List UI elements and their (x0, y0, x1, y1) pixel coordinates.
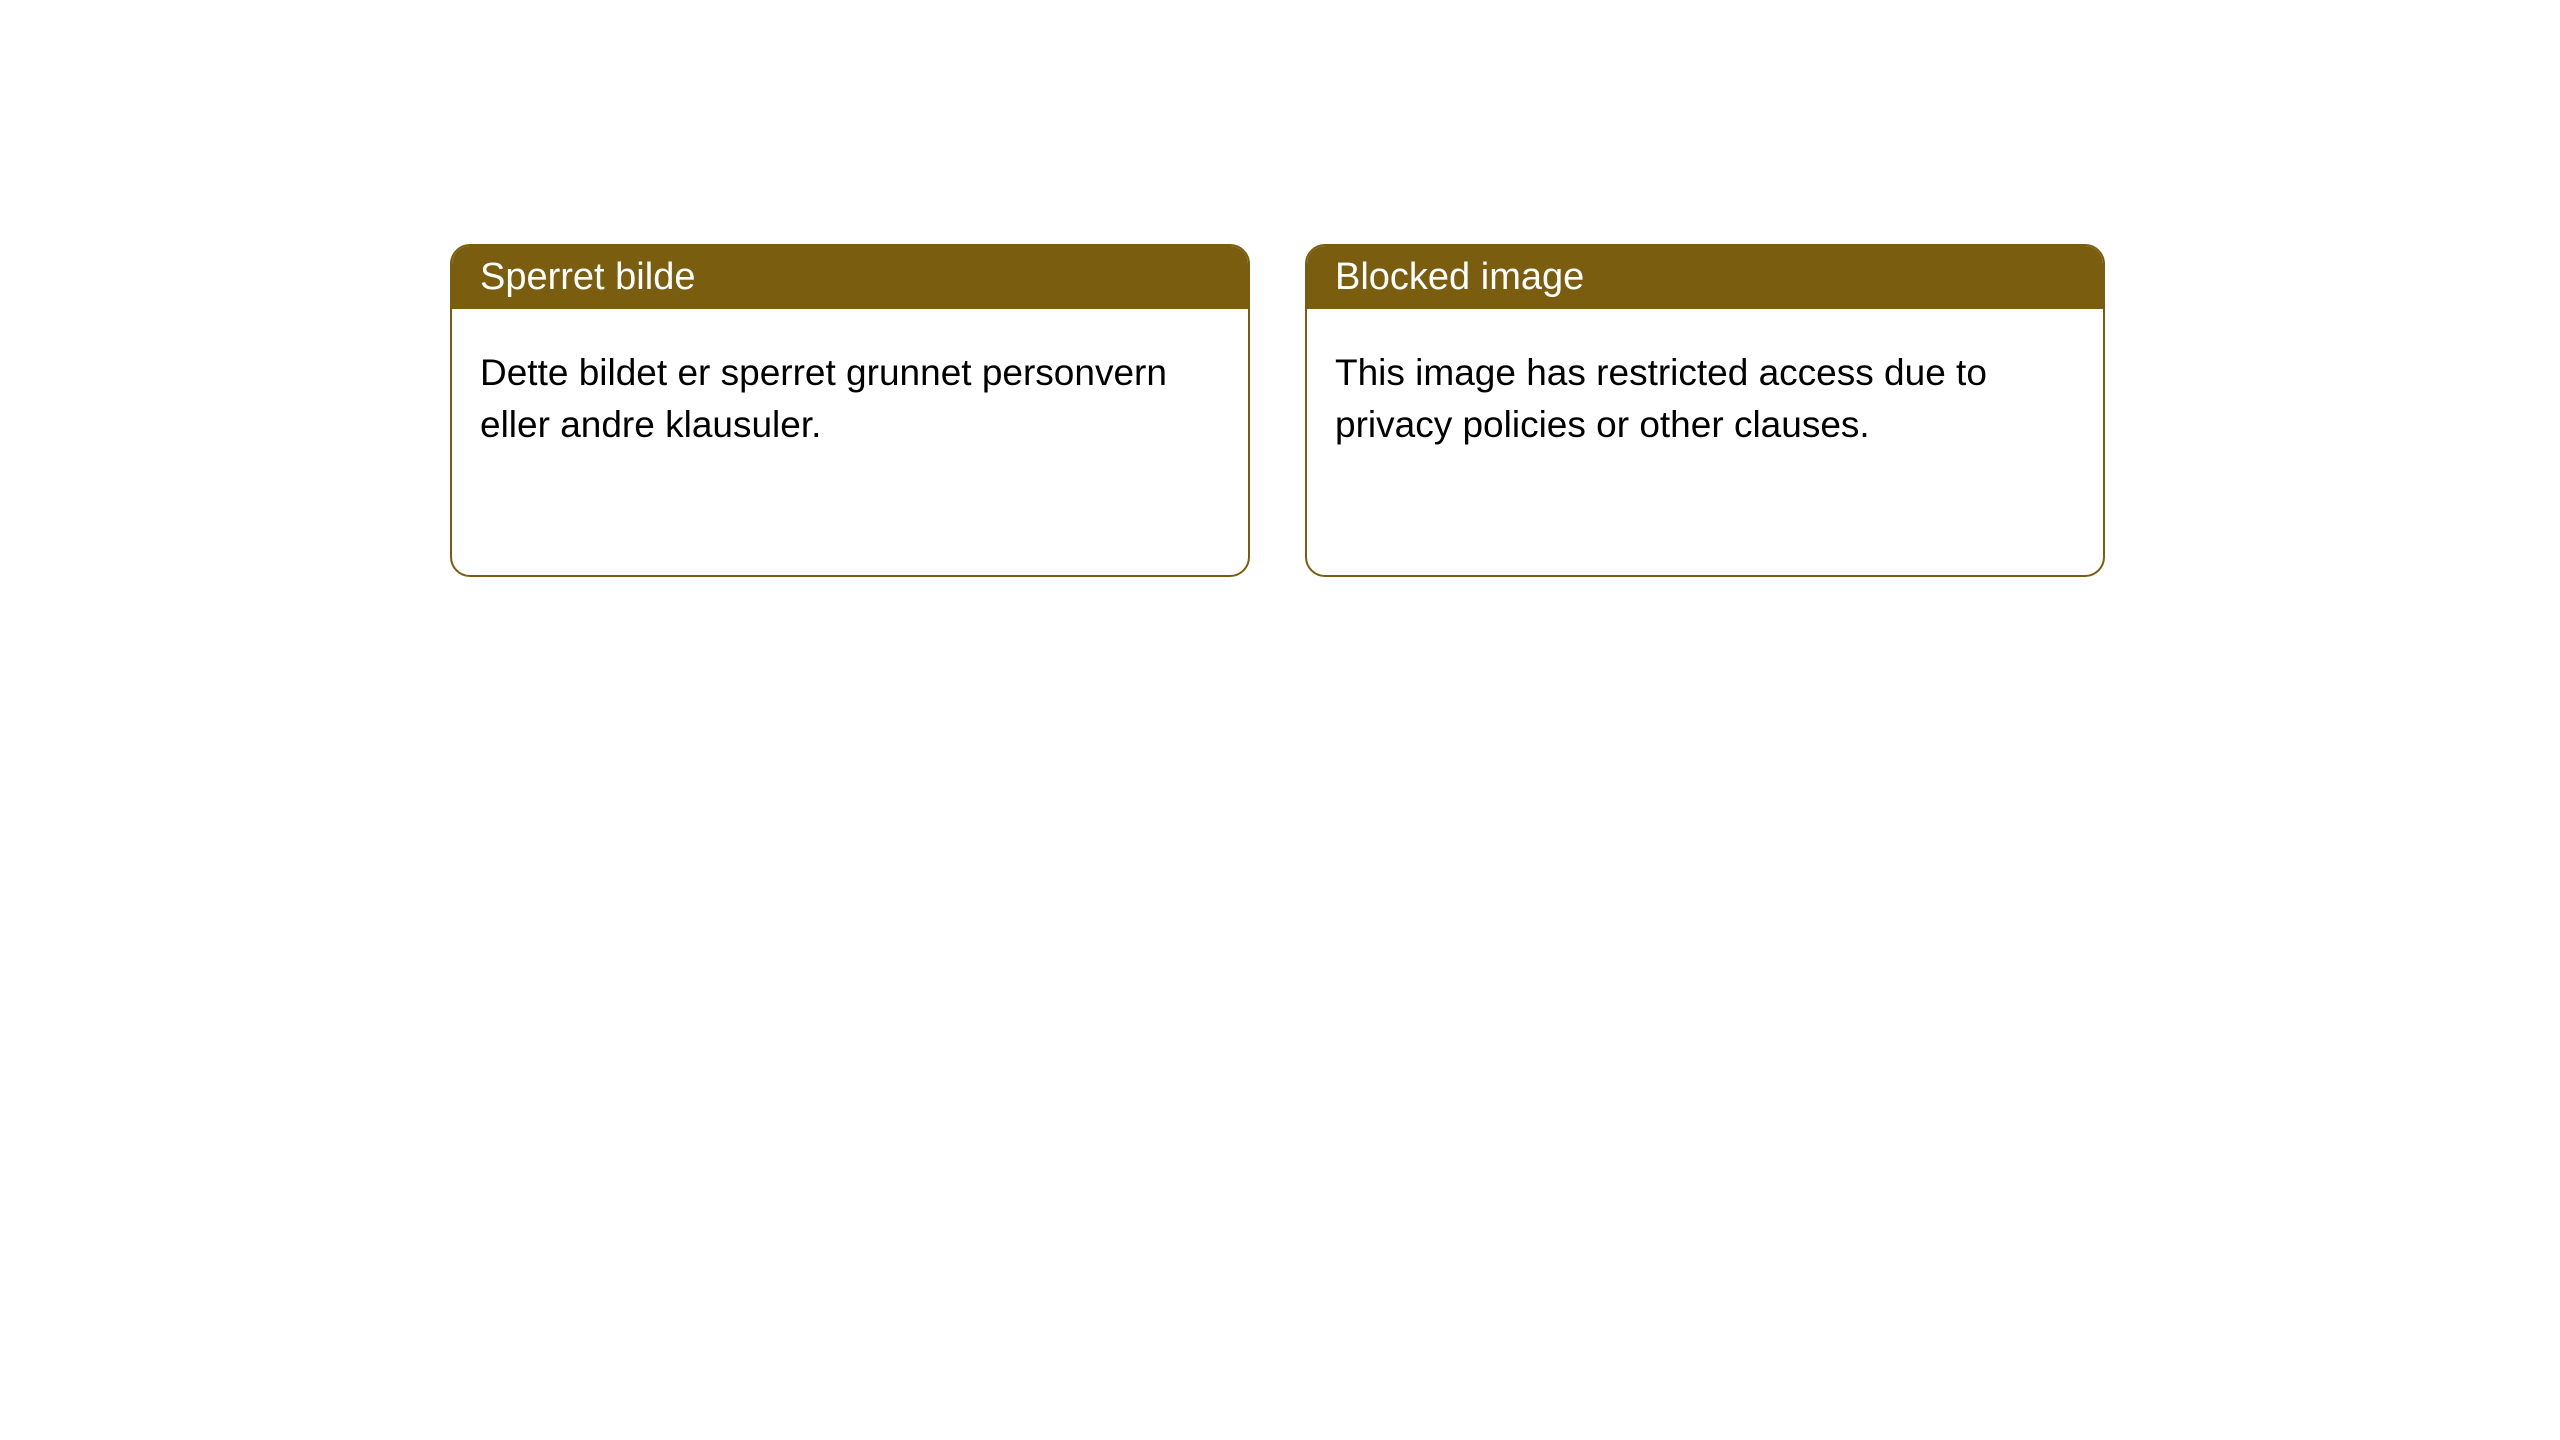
notice-title: Blocked image (1335, 256, 1584, 298)
notice-header: Blocked image (1307, 246, 2103, 309)
notice-body: This image has restricted access due to … (1307, 309, 2103, 489)
notice-card-norwegian: Sperret bilde Dette bildet er sperret gr… (450, 244, 1250, 577)
notice-body: Dette bildet er sperret grunnet personve… (452, 309, 1248, 489)
notice-container: Sperret bilde Dette bildet er sperret gr… (0, 0, 2560, 577)
notice-body-text: This image has restricted access due to … (1335, 352, 1987, 445)
notice-title: Sperret bilde (480, 256, 695, 298)
notice-header: Sperret bilde (452, 246, 1248, 309)
notice-card-english: Blocked image This image has restricted … (1305, 244, 2105, 577)
notice-body-text: Dette bildet er sperret grunnet personve… (480, 352, 1167, 445)
